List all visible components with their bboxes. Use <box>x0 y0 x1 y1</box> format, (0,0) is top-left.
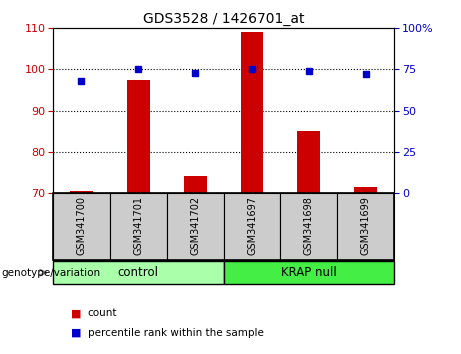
Bar <box>337 193 394 260</box>
Text: GSM341702: GSM341702 <box>190 196 200 255</box>
Bar <box>53 261 224 284</box>
Bar <box>241 33 263 193</box>
Text: control: control <box>118 266 159 279</box>
Text: ■: ■ <box>71 308 82 318</box>
Text: GSM341701: GSM341701 <box>133 196 143 255</box>
Bar <box>224 261 394 284</box>
Text: count: count <box>88 308 117 318</box>
Text: GSM341700: GSM341700 <box>77 196 87 255</box>
Text: GSM341699: GSM341699 <box>361 196 371 255</box>
Text: percentile rank within the sample: percentile rank within the sample <box>88 328 264 338</box>
Text: ■: ■ <box>71 328 82 338</box>
Title: GDS3528 / 1426701_at: GDS3528 / 1426701_at <box>143 12 304 26</box>
Bar <box>224 193 280 260</box>
Text: GSM341697: GSM341697 <box>247 196 257 255</box>
Bar <box>53 193 110 260</box>
Bar <box>280 193 337 260</box>
Text: KRAP null: KRAP null <box>281 266 337 279</box>
Bar <box>355 187 377 193</box>
Bar <box>184 177 207 193</box>
Text: genotype/variation: genotype/variation <box>1 268 100 278</box>
Bar <box>110 193 167 260</box>
Text: GSM341698: GSM341698 <box>304 196 314 255</box>
Bar <box>167 193 224 260</box>
Bar <box>70 191 93 193</box>
Bar <box>297 131 320 193</box>
Bar <box>127 80 150 193</box>
